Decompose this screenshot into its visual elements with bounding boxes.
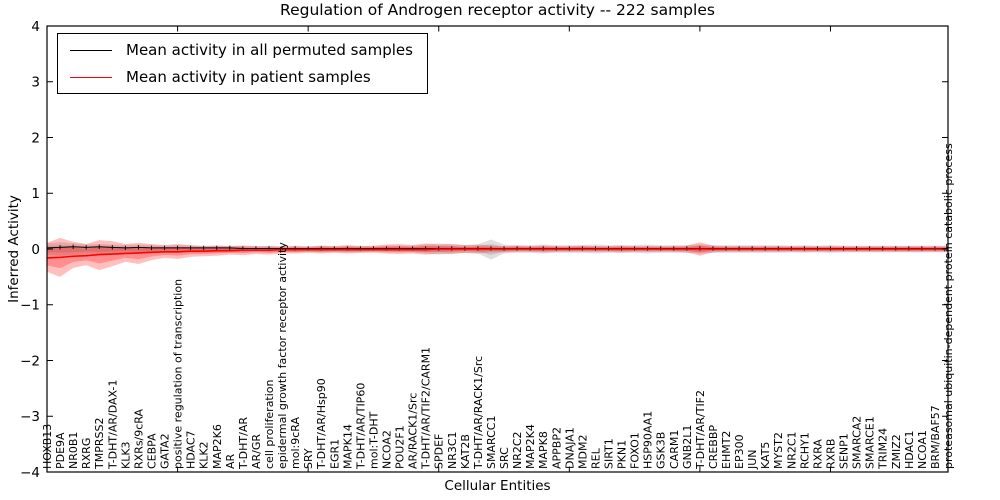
x-category-label: T-DHT/AR/TIF2/CARM1 xyxy=(420,347,433,470)
x-category-label: SIRT1 xyxy=(602,438,615,469)
x-category-label: T-DHT/AR/DAX-1 xyxy=(106,380,119,470)
x-category-label: JUN xyxy=(746,449,759,470)
x-category-label: NCOA1 xyxy=(916,430,929,469)
x-category-label: T-DHT/AR xyxy=(237,417,250,470)
x-category-label: NR3C1 xyxy=(446,431,459,469)
y-axis-label: Inferred Activity xyxy=(6,195,22,303)
y-tick-label: 0 xyxy=(31,242,40,258)
x-category-label: SMARCC1 xyxy=(485,416,498,469)
x-category-label: MDM2 xyxy=(576,435,589,469)
x-category-label: ZMIZ2 xyxy=(890,434,903,469)
x-category-label: KAT2B xyxy=(459,434,472,469)
band-inner-patient-samples-spread xyxy=(47,245,948,269)
x-category-label: NR0B1 xyxy=(67,432,80,469)
x-category-label: EGR1 xyxy=(328,439,341,469)
y-tick-label: −1 xyxy=(20,298,40,314)
x-category-label: MAP2K6 xyxy=(211,424,224,469)
x-category-label: RCHY1 xyxy=(798,432,811,469)
x-category-label: PDE9A xyxy=(54,432,67,469)
x-category-label: HSP90AA1 xyxy=(642,411,655,469)
x-category-label: AR xyxy=(224,453,237,469)
x-category-label: KLK2 xyxy=(198,441,211,469)
x-category-label: SRC xyxy=(498,447,511,469)
band-outer-patient-samples-spread xyxy=(47,237,948,277)
x-category-label: MAPK14 xyxy=(341,424,354,469)
x-category-label: POU2F1 xyxy=(394,425,407,469)
x-category-label: SRY xyxy=(302,448,315,469)
x-category-label: mol:T-DHT xyxy=(367,411,380,469)
x-category-label: PKN1 xyxy=(616,440,629,469)
x-category-label: epidermal growth factor receptor activit… xyxy=(276,242,289,469)
legend-entry-patient: Mean activity in patient samples xyxy=(70,68,413,86)
x-category-label: CREBBP xyxy=(707,425,720,469)
x-category-label: GATA2 xyxy=(159,433,172,469)
legend-entry-permuted: Mean activity in all permuted samples xyxy=(70,41,413,59)
legend: Mean activity in all permuted samples Me… xyxy=(57,33,428,94)
y-tick-label: 1 xyxy=(31,186,40,202)
y-tick-label: 3 xyxy=(31,75,40,91)
x-category-label: NCOA2 xyxy=(381,430,394,469)
x-category-label: cell proliferation xyxy=(263,379,276,469)
x-category-label: MAP2K4 xyxy=(524,424,537,469)
x-category-label: SENP1 xyxy=(838,433,851,469)
x-category-label: REL xyxy=(589,447,602,469)
y-tick-label: 2 xyxy=(31,130,40,146)
chart-title: Regulation of Androgen receptor activity… xyxy=(280,1,715,19)
x-category-label: SMARCE1 xyxy=(864,416,877,469)
x-category-label: CARM1 xyxy=(668,430,681,469)
x-category-label: EP300 xyxy=(733,434,746,469)
x-category-label: RXRs/9cRA xyxy=(132,408,145,469)
legend-line-patient-icon xyxy=(70,76,112,78)
x-category-label: proteasomal ubiquitin-dependent protein … xyxy=(942,143,955,469)
x-category-label: DNAJA1 xyxy=(563,427,576,469)
x-category-label: BRM/BAF57 xyxy=(929,405,942,469)
x-category-label: CEBPA xyxy=(145,433,158,469)
legend-label-patient: Mean activity in patient samples xyxy=(126,68,371,86)
x-category-label: GSK3B xyxy=(655,432,668,469)
x-category-label: mol:9cRA xyxy=(289,417,302,469)
y-tick-label: −3 xyxy=(20,409,40,425)
legend-label-permuted: Mean activity in all permuted samples xyxy=(126,41,413,59)
x-category-label: TRIM24 xyxy=(877,428,890,470)
line-mean-activity-in-patient-samples xyxy=(46,248,948,259)
x-category-label: T-DHT/AR/RACK1/Src xyxy=(472,356,485,470)
legend-line-permuted-icon xyxy=(70,49,112,51)
y-tick-label: −2 xyxy=(20,353,40,369)
y-tick-label: −4 xyxy=(20,465,40,481)
x-category-label: HDAC7 xyxy=(185,430,198,469)
x-category-label: HOXB13 xyxy=(41,424,54,469)
x-category-label: NR2C1 xyxy=(785,431,798,469)
x-category-label: SPDEF xyxy=(433,434,446,469)
x-category-label: KLK3 xyxy=(119,441,132,469)
x-category-label: positive regulation of transcription xyxy=(172,279,185,469)
x-category-label: APPBP2 xyxy=(550,427,563,469)
x-category-label: T-DHT/AR/TIP60 xyxy=(354,383,367,470)
y-tick-label: 4 xyxy=(31,19,40,35)
x-category-label: RXRA xyxy=(811,439,824,469)
x-category-label: EHMT2 xyxy=(720,431,733,469)
x-category-label: MYST2 xyxy=(772,432,785,469)
x-category-label: T-DHT/AR/Hsp90 xyxy=(315,378,328,470)
x-category-label: MAPK8 xyxy=(537,431,550,469)
x-category-label: GNB2L1 xyxy=(681,425,694,469)
x-category-label: HDAC1 xyxy=(903,430,916,469)
x-category-label: SMARCA2 xyxy=(851,416,864,469)
x-category-label: KAT5 xyxy=(759,442,772,469)
x-category-label: FOXO1 xyxy=(629,432,642,469)
x-category-label: AR/GR xyxy=(250,434,263,469)
x-category-label: AR/RACK1/Src xyxy=(407,393,420,469)
x-category-label: TMPRSS2 xyxy=(93,418,106,470)
x-category-label: RXRB xyxy=(824,439,837,469)
x-axis-label: Cellular Entities xyxy=(444,478,551,494)
x-category-label: RXRG xyxy=(80,438,93,469)
x-category-label: T-DHT/AR/TIF2 xyxy=(694,390,707,470)
x-category-label: NR2C2 xyxy=(511,431,524,469)
